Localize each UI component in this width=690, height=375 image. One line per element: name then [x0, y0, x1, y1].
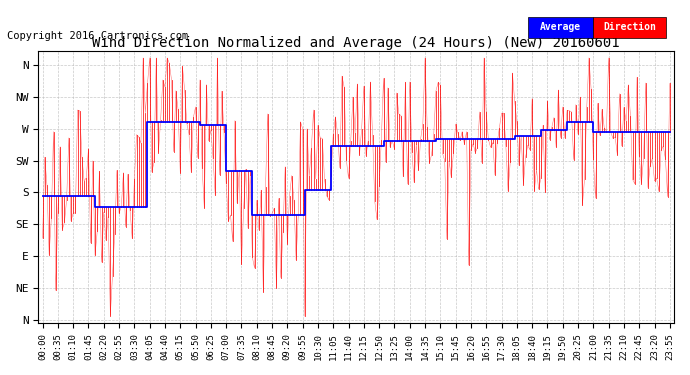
Text: Direction: Direction	[603, 22, 656, 32]
Text: Copyright 2016 Cartronics.com: Copyright 2016 Cartronics.com	[7, 32, 188, 41]
Title: Wind Direction Normalized and Average (24 Hours) (New) 20160601: Wind Direction Normalized and Average (2…	[92, 36, 620, 50]
Text: Average: Average	[540, 22, 581, 32]
